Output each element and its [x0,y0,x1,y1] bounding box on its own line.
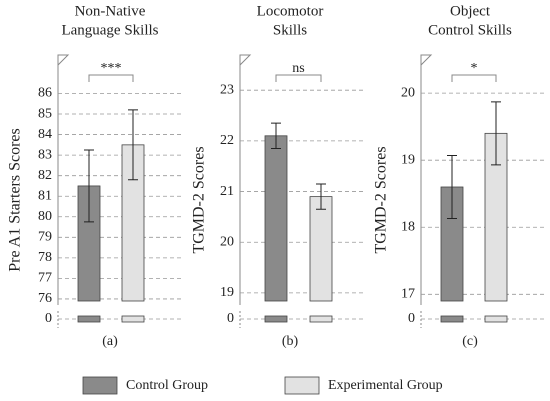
panel-title: Skills [273,22,307,38]
bar-stub [484,315,508,323]
error-bar [447,154,457,220]
y-tick-label: 84 [38,127,52,142]
significance-label: *** [101,61,122,76]
y-tick-label: 82 [38,168,52,183]
y-tick-label: 81 [38,188,52,203]
axis-flag [57,54,70,67]
y-tick-label: 0 [227,311,234,326]
x-axis-label: (c) [462,334,478,349]
axis-flag [239,54,252,67]
y-tick-label: 0 [45,311,52,326]
significance-bracket [275,74,322,82]
panel-title: Object [450,3,491,19]
y-tick-label: 0 [408,311,415,326]
y-tick-label: 23 [220,82,234,97]
error-bar [491,101,501,166]
panel-title: Language Skills [61,22,158,38]
bar-stub [121,315,145,323]
legend-label: Control Group [126,378,208,393]
y-tick-label: 76 [38,291,52,306]
y-axis-label: Pre A1 Starters Scores [7,128,24,272]
axis-flag [420,54,433,67]
panel-title: Control Skills [428,22,512,38]
y-tick-label: 78 [38,250,52,265]
y-tick-label: 19 [220,285,234,300]
error-bar [84,149,94,223]
bar [264,135,288,302]
legend-label: Experimental Group [328,378,443,393]
panel-title: Locomotor [257,3,324,19]
error-bar [271,122,281,149]
y-axis-label: TGMD-2 Scores [373,146,390,253]
significance-label: ns [292,61,304,76]
legend-swatch [82,376,118,395]
significance-bracket [451,74,497,82]
bar-stub [264,315,288,323]
legend-swatch [284,376,320,395]
y-tick-label: 18 [401,219,415,234]
y-tick-label: 17 [401,287,415,302]
y-tick-label: 22 [220,133,234,148]
y-tick-label: 19 [401,152,415,167]
significance-label: * [471,61,478,76]
y-tick-label: 20 [220,234,234,249]
bar-stub [77,315,101,323]
significance-bracket [88,74,134,82]
bar-stub [440,315,464,323]
error-bar [128,109,138,181]
y-axis-label: TGMD-2 Scores [191,146,208,253]
y-tick-label: 77 [38,271,52,286]
x-axis-label: (a) [102,334,118,349]
bar-stub [309,315,333,323]
y-tick-label: 21 [220,184,234,199]
error-bar [316,183,326,210]
y-tick-label: 80 [38,209,52,224]
bar [309,196,333,302]
y-tick-label: 83 [38,147,52,162]
y-tick-label: 86 [38,86,52,101]
y-tick-label: 79 [38,230,52,245]
y-tick-label: 85 [38,106,52,121]
x-axis-label: (b) [282,334,299,349]
y-tick-label: 20 [401,85,415,100]
panel-title: Non-Native [75,3,146,19]
